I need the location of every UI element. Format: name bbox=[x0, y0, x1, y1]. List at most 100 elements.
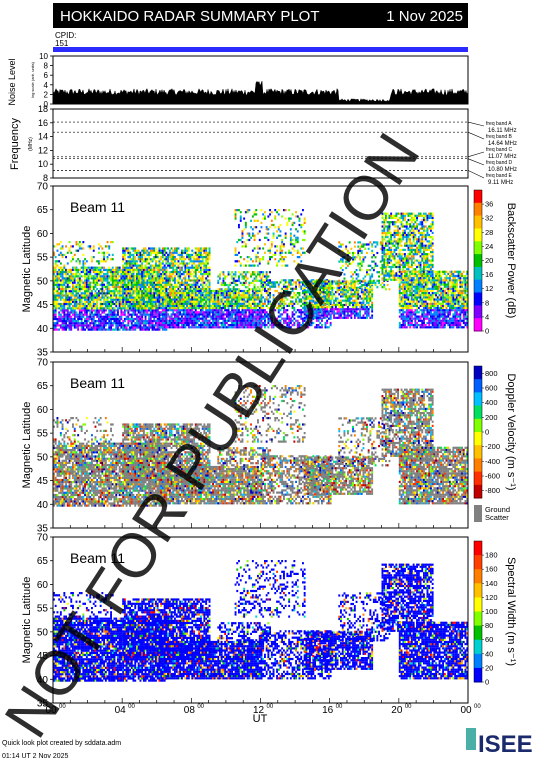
colorbar-tick-label: 0 bbox=[485, 327, 489, 336]
latitude-tick-label: 65 bbox=[37, 381, 49, 392]
colorbar: 0 4 8 12 16 20 24 28 32 36 bbox=[473, 189, 493, 336]
latitude-tick-label: 55 bbox=[37, 253, 49, 264]
echo-cells bbox=[53, 560, 469, 682]
time-tick-superscript: 00 bbox=[267, 704, 274, 710]
colorbar-tick-label: 180 bbox=[485, 551, 498, 560]
colorbar-tick-label: 140 bbox=[485, 579, 498, 588]
colorbar-tick-label: 16 bbox=[485, 270, 493, 279]
colorbar-tick-label: -200 bbox=[485, 442, 500, 451]
latitude-tick-label: 45 bbox=[37, 651, 49, 662]
time-tick-label: 20 bbox=[391, 705, 403, 716]
latitude-tick-label: 55 bbox=[37, 429, 49, 440]
colorbar-label: Spectral Width (m s⁻¹) bbox=[505, 557, 517, 666]
time-tick-label: 12 bbox=[253, 705, 265, 716]
latitude-tick-label: 50 bbox=[37, 452, 49, 463]
colorbar-tick-label: 0 bbox=[485, 678, 489, 687]
header-bar bbox=[53, 3, 468, 28]
frequency-band-value: 14.64 MHz bbox=[488, 141, 517, 147]
time-tick-superscript: 00 bbox=[128, 704, 135, 710]
colorbar-tick-label: 80 bbox=[485, 621, 493, 630]
xaxis-label: UT bbox=[253, 713, 268, 725]
frequency-band-name: freq band D bbox=[486, 160, 513, 166]
colorbar: 0 20 40 60 80 100 120 140 160 180 bbox=[473, 540, 498, 687]
frequency-band-name: freq band A bbox=[486, 121, 512, 127]
frequency-tick-label: 12 bbox=[38, 145, 48, 155]
frequency-band-value: 11.07 MHz bbox=[488, 154, 517, 160]
latitude-tick-label: 60 bbox=[37, 229, 49, 240]
cpid-value: 151 bbox=[55, 39, 69, 48]
noise-tick-label: 8 bbox=[44, 62, 49, 71]
noise-tick-label: 0 bbox=[44, 100, 49, 109]
colorbar-tick-label: 600 bbox=[485, 384, 498, 393]
latitude-tick-label: 35 bbox=[37, 348, 49, 359]
noise-ylabel: Noise Level bbox=[7, 58, 17, 105]
colorbar-tick-label: 8 bbox=[485, 298, 489, 307]
isee-logo: ISEE bbox=[466, 728, 533, 758]
time-tick-label: 00 bbox=[45, 705, 57, 716]
latitude-tick-label: 65 bbox=[37, 205, 49, 216]
colorbar-tick-label: 0 bbox=[485, 428, 489, 437]
latitude-tick-label: 45 bbox=[37, 300, 49, 311]
frequency-ylabel: Frequency bbox=[9, 118, 21, 170]
latitude-tick-label: 40 bbox=[37, 675, 49, 686]
colorbar-tick-label: -600 bbox=[485, 472, 500, 481]
ground-scatter-swatch bbox=[474, 505, 482, 522]
noise-ylabel-sub: log scale (arb. units) bbox=[30, 61, 35, 98]
plot-date: 1 Nov 2025 bbox=[386, 8, 463, 25]
latitude-tick-label: 45 bbox=[37, 476, 49, 487]
noise-trace bbox=[52, 80, 469, 105]
time-tick-superscript: 00 bbox=[405, 704, 412, 710]
plot-title: HOKKAIDO RADAR SUMMARY PLOT bbox=[60, 8, 320, 25]
time-tick-superscript: 00 bbox=[474, 704, 481, 710]
colorbar-tick-label: 20 bbox=[485, 663, 493, 672]
noise-tick-label: 2 bbox=[44, 90, 49, 99]
frequency-band-name: freq band C bbox=[486, 147, 513, 153]
time-tick-label: 00 bbox=[460, 705, 472, 716]
colorbar-tick-label: 12 bbox=[485, 284, 493, 293]
time-tick-superscript: 00 bbox=[197, 704, 204, 710]
frequency-band-value: 10.80 MHz bbox=[488, 167, 517, 173]
frequency-tick-label: 8 bbox=[43, 173, 48, 183]
noise-tick-label: 6 bbox=[44, 71, 49, 80]
frequency-tick-label: 14 bbox=[38, 132, 48, 142]
frequency-band-value: 9.11 MHz bbox=[488, 180, 513, 186]
width-panel: 35 40 45 50 55 60 65 70 Magnetic Latitude Beam 11… bbox=[21, 533, 517, 710]
latitude-tick-label: 60 bbox=[37, 580, 49, 591]
latitude-axis-label: Magnetic Latitude bbox=[21, 226, 33, 313]
frequency-tick-label: 10 bbox=[38, 159, 48, 169]
colorbar-label: Doppler Velocity (m s⁻¹) bbox=[505, 373, 517, 490]
time-tick-superscript: 00 bbox=[59, 704, 66, 710]
colorbar-tick-label: -800 bbox=[485, 486, 500, 495]
colorbar-tick-label: 800 bbox=[485, 369, 498, 378]
ground-scatter-label: Ground bbox=[485, 505, 510, 514]
cpid-label: CPID: bbox=[55, 31, 76, 40]
colorbar-tick-label: 36 bbox=[485, 200, 493, 209]
colorbar-tick-label: 160 bbox=[485, 565, 498, 574]
frequency-band-value: 16.11 MHz bbox=[488, 128, 517, 134]
frequency-tick-label: 18 bbox=[38, 104, 48, 114]
latitude-tick-label: 70 bbox=[37, 182, 49, 193]
colorbar-tick-label: -400 bbox=[485, 457, 500, 466]
ground-scatter-label: Scatter bbox=[485, 513, 509, 522]
frequency-band-name: freq band B bbox=[486, 134, 513, 140]
colorbar-tick-label: 32 bbox=[485, 214, 493, 223]
colorbar: 800 600 400 200 0 -200 -400 -600 -800 bbox=[473, 365, 500, 499]
frequency-tick-label: 16 bbox=[38, 118, 48, 128]
time-tick-superscript: 00 bbox=[336, 704, 343, 710]
latitude-tick-label: 55 bbox=[37, 604, 49, 615]
latitude-tick-label: 70 bbox=[37, 533, 49, 544]
colorbar-tick-label: 200 bbox=[485, 413, 498, 422]
frequency-band-name: freq band E bbox=[486, 173, 513, 179]
time-tick-label: 08 bbox=[184, 705, 196, 716]
colorbar-tick-label: 24 bbox=[485, 242, 493, 251]
time-axis: 00 00 04 00 08 00 12 00 16 00 20 00 00 00 bbox=[45, 704, 481, 716]
beam-label: Beam 11 bbox=[70, 550, 125, 566]
colorbar-tick-label: 40 bbox=[485, 649, 493, 658]
colorbar-tick-label: 20 bbox=[485, 256, 493, 265]
echo-cells bbox=[53, 209, 469, 331]
noise-tick-label: 4 bbox=[44, 81, 49, 90]
latitude-axis-label: Magnetic Latitude bbox=[21, 402, 33, 489]
